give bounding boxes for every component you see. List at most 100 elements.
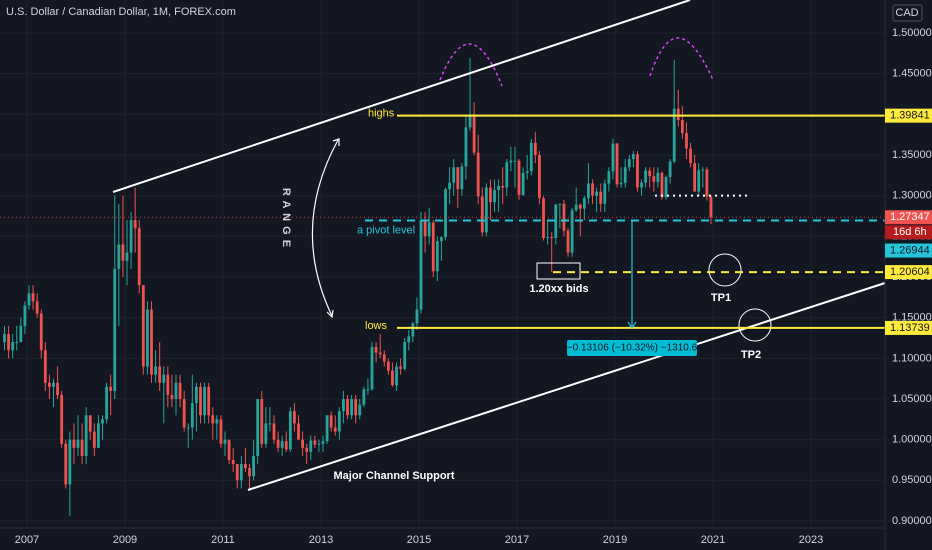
y-tick-label: 1.35000 (892, 149, 932, 161)
chart-title: U.S. Dollar / Canadian Dollar, 1M, FOREX… (6, 6, 236, 18)
price-tag (885, 320, 932, 335)
x-tick-label: 2015 (407, 534, 431, 546)
candle-body (403, 342, 407, 369)
candle-body (52, 382, 55, 387)
measure-label: −0.13106 (−10.32%) −1310.6 (567, 343, 698, 354)
price-tag-label: 1.26944 (890, 244, 930, 256)
candle-body (627, 159, 631, 168)
candle-body (133, 220, 137, 229)
candle-body (268, 423, 272, 425)
candle-body (648, 170, 652, 177)
candle-body (137, 228, 141, 286)
tp2-label: TP2 (741, 349, 761, 361)
candle-body (562, 203, 566, 231)
candle-body (284, 441, 288, 450)
candle-body (113, 268, 117, 391)
candle-body (31, 293, 35, 302)
candle-body (521, 172, 525, 195)
grid (0, 0, 885, 528)
candle-body (587, 183, 590, 199)
candle-body (305, 447, 309, 452)
candle-body (195, 386, 198, 404)
level-label: highs (368, 108, 395, 120)
candle-body (313, 440, 317, 445)
candles (3, 58, 713, 517)
candle-body (468, 114, 472, 128)
measure-head (627, 321, 637, 330)
candle-body (664, 176, 668, 198)
candle-body (39, 313, 43, 351)
candle-body (378, 352, 382, 355)
x-tick-label: 2021 (701, 534, 725, 546)
candle-body (391, 370, 394, 386)
candle-body (472, 114, 476, 153)
candle-body (599, 191, 603, 204)
candle-body (366, 389, 370, 391)
candle-body (407, 336, 411, 343)
tp2-circle (738, 308, 772, 342)
candle-body (509, 160, 513, 163)
candle-body (435, 241, 439, 272)
candle-body (215, 419, 219, 424)
candle-body (550, 237, 554, 239)
price-tag-label: 1.39841 (890, 110, 930, 122)
candle-body (252, 455, 255, 477)
tp1-label: TP1 (711, 292, 731, 304)
range-label: R A N G E (280, 188, 292, 248)
candle-body (231, 460, 235, 465)
candle-body (595, 191, 599, 196)
candle-body (423, 220, 427, 237)
candle-body (464, 127, 468, 167)
candle-body (141, 285, 145, 367)
y-tick-label: 1.30000 (892, 190, 932, 202)
x-tick-label: 2007 (15, 534, 39, 546)
candle-body (333, 427, 337, 432)
x-tick-label: 2013 (309, 534, 333, 546)
candle-body (80, 439, 84, 456)
bids-box (536, 262, 581, 280)
candle-body (146, 309, 149, 367)
candle-body (337, 411, 341, 432)
candle-body (329, 415, 333, 428)
candle-body (280, 441, 284, 448)
candle-body (517, 160, 521, 195)
candle-body (101, 419, 104, 424)
candle-body (27, 293, 31, 306)
candle-body (701, 169, 705, 171)
candle-body (158, 366, 162, 383)
candle-body (121, 244, 125, 261)
candle-body (248, 468, 251, 477)
candle-body (693, 163, 697, 192)
candle-body (15, 342, 19, 344)
candle-body (668, 161, 672, 177)
candle-body (697, 170, 701, 192)
y-tick-label: 1.10000 (892, 352, 932, 364)
candle-body (636, 154, 639, 188)
price-tag (885, 108, 932, 123)
candle-body (689, 148, 692, 164)
candle-body (117, 244, 121, 269)
candle-body (97, 423, 100, 448)
candle-body (76, 439, 80, 448)
candle-body (631, 154, 635, 160)
candle-body (346, 399, 349, 416)
candle-body (354, 399, 358, 416)
candle-body (382, 354, 386, 362)
y-tick-label: 1.00000 (892, 434, 932, 446)
candle-body (125, 252, 129, 261)
candle-body (574, 204, 578, 211)
candle-body (395, 366, 398, 386)
candle-body (513, 160, 517, 162)
price-tag (885, 210, 932, 225)
support-label: Major Channel Support (334, 470, 455, 482)
candle-body (484, 187, 488, 233)
candle-body (178, 382, 182, 400)
candle-body (342, 399, 345, 412)
candle-body (272, 423, 276, 440)
drawings: highs a pivot level lows −0.13106 (−10.32%)… (0, 0, 886, 491)
countdown-tag (885, 225, 932, 240)
candle-body (709, 196, 713, 218)
price-tag (885, 243, 932, 258)
candle-body (566, 230, 570, 253)
